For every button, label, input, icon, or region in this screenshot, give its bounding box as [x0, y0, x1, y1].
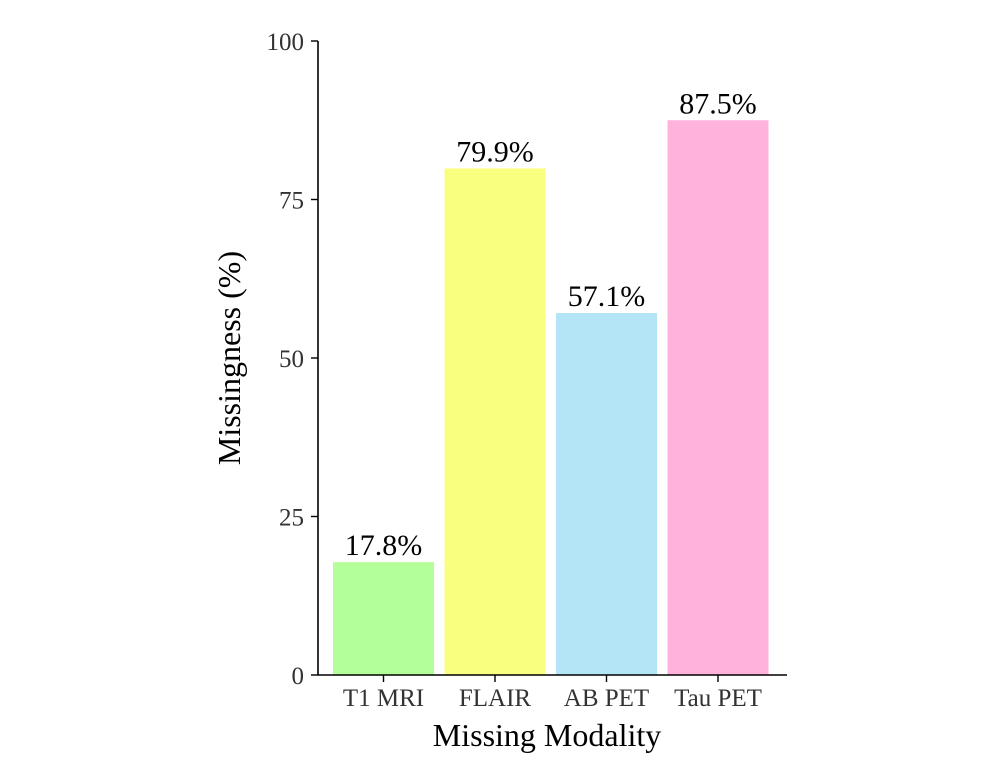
bar-value-label: 87.5%: [679, 87, 757, 120]
y-tick-label: 25: [279, 505, 304, 532]
bar-value-label: 79.9%: [456, 135, 534, 168]
y-tick-label: 75: [279, 188, 304, 215]
bar: [444, 168, 546, 675]
bar: [333, 562, 434, 675]
x-axis-title: Missing Modality: [433, 717, 661, 753]
bar-value-label: 17.8%: [345, 529, 423, 562]
y-axis-title: Missingness (%): [211, 251, 247, 465]
x-tick-label: AB PET: [564, 685, 649, 712]
x-ticks-layer: T1 MRI FLAIR AB PET Tau PET: [343, 675, 762, 712]
y-tick-label: 100: [267, 29, 305, 56]
y-tick-label: 0: [292, 663, 305, 690]
y-tick-label: 50: [279, 346, 304, 373]
bars-layer: [333, 120, 769, 675]
bar-value-label: 57.1%: [568, 280, 646, 313]
bar: [667, 120, 769, 675]
x-tick-label: T1 MRI: [343, 685, 424, 712]
x-tick-label: FLAIR: [459, 685, 532, 712]
bar: [556, 312, 657, 675]
data-labels-layer: 17.8% 79.9% 57.1% 87.5%: [345, 87, 757, 562]
x-tick-label: Tau PET: [674, 685, 762, 712]
y-ticks-layer: 0 25 50 75 100: [267, 29, 318, 690]
